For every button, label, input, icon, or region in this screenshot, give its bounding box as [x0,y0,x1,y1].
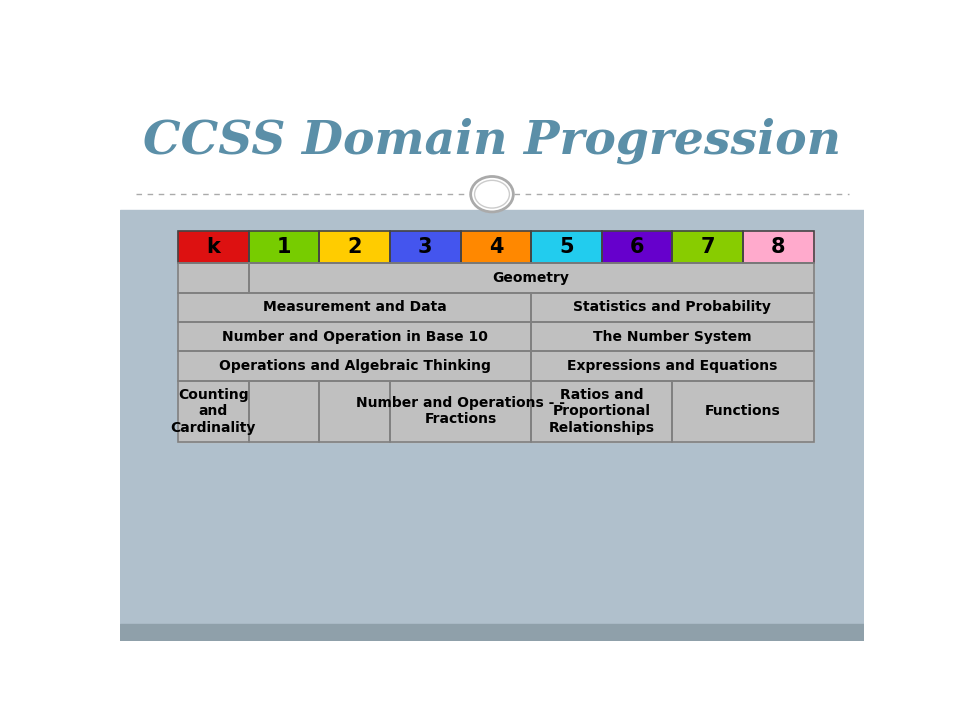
Bar [320,381,390,442]
Ellipse shape [470,176,514,212]
Bar [179,293,531,322]
Text: 8: 8 [771,238,785,257]
Text: Number and Operations - -
Fractions: Number and Operations - - Fractions [356,396,565,426]
Bar [320,231,390,264]
Bar [179,381,249,442]
Bar [531,381,672,442]
Text: The Number System: The Number System [593,330,752,343]
Text: Statistics and Probability: Statistics and Probability [573,300,771,315]
Text: 3: 3 [418,238,433,257]
Bar [179,264,249,293]
Bar [249,381,320,442]
Bar [390,381,531,442]
Text: Expressions and Equations: Expressions and Equations [567,359,778,373]
Bar [531,351,814,381]
Bar [672,231,743,264]
Bar [249,231,320,264]
Bar [179,293,531,322]
Bar [602,231,672,264]
Text: Counting
and
Cardinality: Counting and Cardinality [171,388,256,435]
Text: 5: 5 [559,238,574,257]
Text: k: k [206,238,221,257]
Bar [672,381,814,442]
Bar [531,381,672,442]
Bar [120,210,864,641]
Text: Ratios and
Proportional
Relationships: Ratios and Proportional Relationships [549,388,655,435]
Text: 4: 4 [489,238,503,257]
Text: Number and Operation in Base 10: Number and Operation in Base 10 [222,330,488,343]
Text: Geometry: Geometry [492,271,569,285]
Bar [120,624,864,641]
Bar [320,381,390,442]
Bar [249,381,320,442]
Bar [179,231,249,264]
Bar [672,381,814,442]
Bar [531,293,814,322]
Text: CCSS Domain Progression: CCSS Domain Progression [143,117,841,163]
Bar [743,231,814,264]
Bar [531,293,814,322]
Bar [249,264,814,293]
Bar [179,322,531,351]
Bar [390,231,461,264]
Bar [602,231,672,264]
Text: 6: 6 [630,238,644,257]
Text: 2: 2 [348,238,362,257]
Text: Functions: Functions [706,405,780,418]
Text: Operations and Algebraic Thinking: Operations and Algebraic Thinking [219,359,491,373]
Bar [179,231,249,264]
Bar [390,381,531,442]
Bar [461,231,531,264]
Bar [461,231,531,264]
Bar [672,231,743,264]
Bar [179,264,249,293]
Bar [179,351,531,381]
Text: 7: 7 [701,238,715,257]
Bar [531,322,814,351]
Bar [531,322,814,351]
Bar [249,264,814,293]
Bar [531,351,814,381]
Text: 1: 1 [276,238,291,257]
Bar [179,322,531,351]
Bar [390,231,461,264]
Bar [249,231,320,264]
Bar [179,381,249,442]
Bar [743,231,814,264]
Bar [531,231,602,264]
Bar [531,231,602,264]
Bar [179,351,531,381]
Text: Measurement and Data: Measurement and Data [263,300,446,315]
Bar [320,231,390,264]
